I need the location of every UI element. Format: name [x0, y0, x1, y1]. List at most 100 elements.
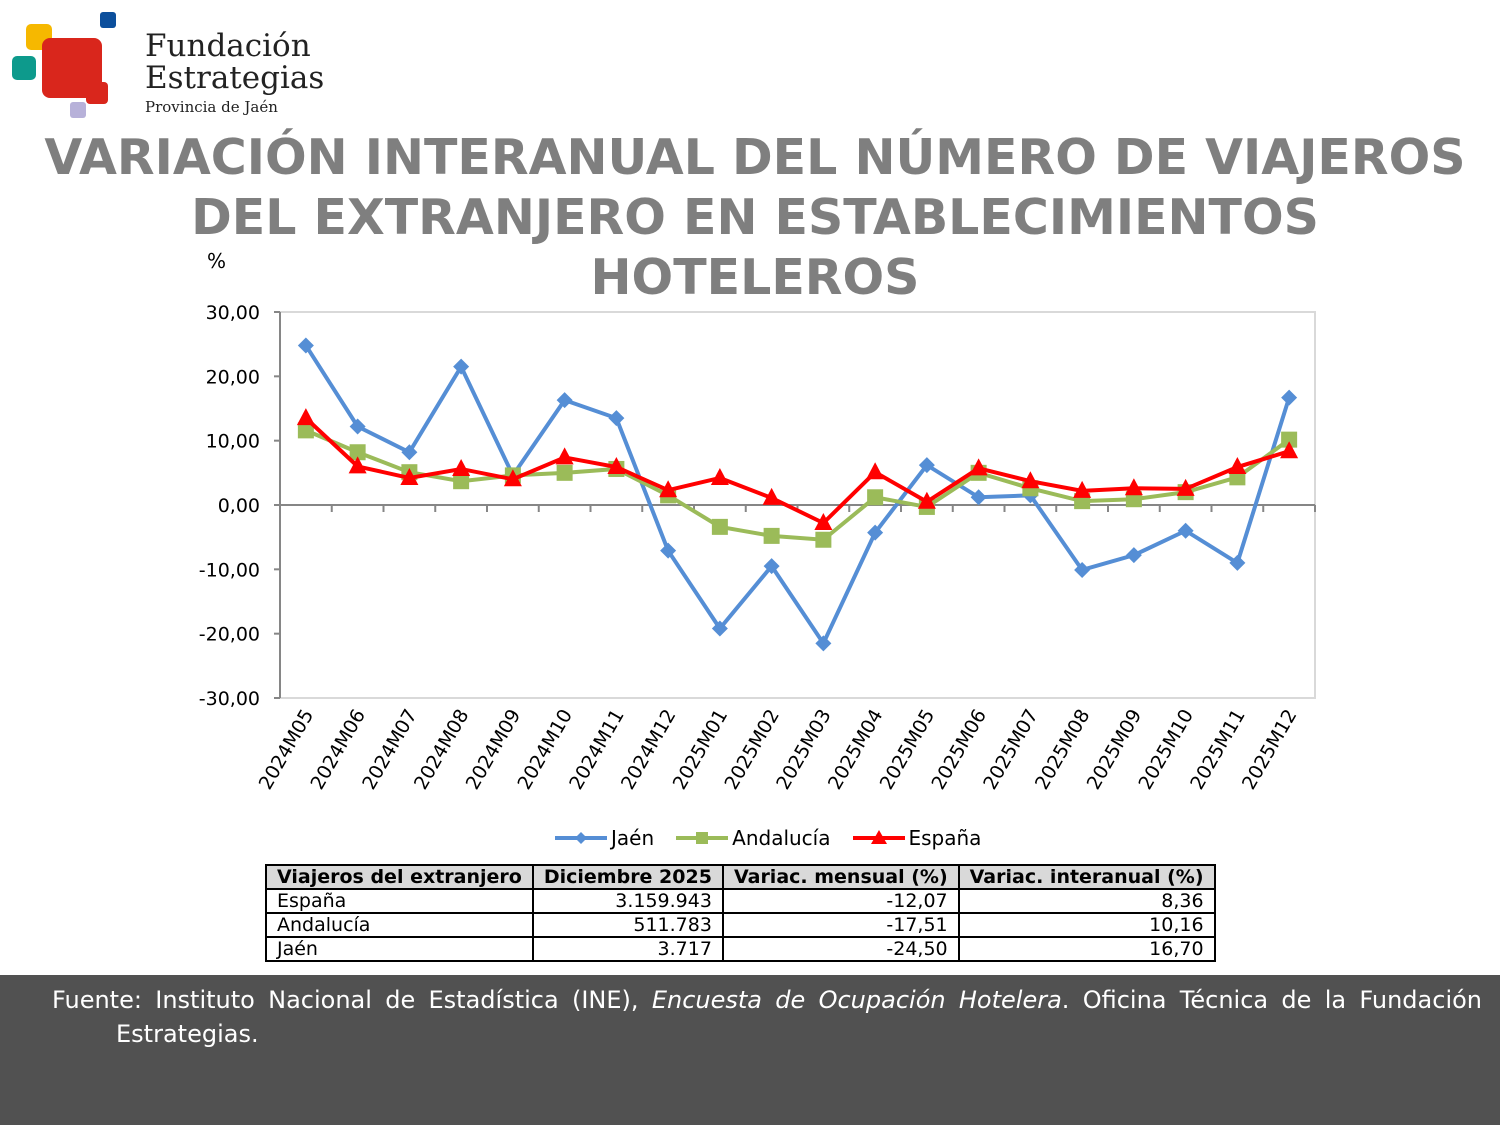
footer-office: . Oficina Técnica de la Fundación [1061, 986, 1483, 1014]
y-tick-label: 30,00 [206, 302, 260, 324]
data-point-espana [1021, 471, 1040, 489]
footer-source: Fuente: Instituto Nacional de Estadístic… [52, 986, 652, 1014]
data-point-espana [452, 458, 471, 476]
data-point-jaen [608, 410, 625, 427]
source-footer: Fuente: Instituto Nacional de Estadístic… [0, 975, 1500, 1125]
footer-survey: Encuesta de Ocupación Hotelera [651, 986, 1062, 1014]
table-cell: 8,36 [957, 888, 1216, 914]
table-cell: 10,16 [957, 912, 1216, 938]
table-header: Viajeros del extranjero [265, 864, 534, 890]
data-point-jaen [815, 635, 832, 652]
data-point-andalucia [763, 527, 780, 544]
table-cell: 16,70 [957, 936, 1216, 962]
table-header-row: Viajeros del extranjero Diciembre 2025 Var… [265, 864, 1216, 890]
y-tick-label: 0,00 [218, 495, 260, 517]
data-point-jaen [970, 489, 987, 506]
data-point-jaen [867, 524, 884, 541]
y-tick-label: 20,00 [206, 366, 260, 388]
legend-swatch [852, 830, 905, 844]
data-point-espana [1228, 457, 1247, 475]
data-point-jaen [1125, 547, 1142, 564]
data-point-espana [710, 467, 729, 485]
data-point-jaen [297, 337, 314, 354]
logo: Fundación Estrategias Provincia de Jaén [10, 10, 324, 120]
table-cell: Andalucía [265, 912, 534, 938]
data-point-andalucia [711, 518, 728, 535]
data-point-andalucia [556, 464, 573, 481]
legend-label: Jaén [611, 826, 655, 850]
table-cell: Jaén [265, 936, 534, 962]
title-line-1: VARIACIÓN INTERANUAL DEL NÚMERO DE VIAJE… [44, 129, 1466, 186]
data-point-espana [503, 469, 522, 487]
data-point-andalucia [815, 531, 832, 548]
data-point-espana [659, 480, 678, 498]
data-point-espana [296, 408, 315, 426]
data-point-jaen [918, 457, 935, 474]
table-row: Jaén 3.717 -24,50 16,70 [265, 936, 1216, 962]
table-header: Variac. interanual (%) [957, 864, 1216, 890]
table-cell: -24,50 [721, 936, 960, 962]
table-row: España 3.159.943 -12,07 8,36 [265, 888, 1216, 914]
title-line-2: DEL EXTRANJERO EN ESTABLECIMIENTOS HOTEL… [191, 189, 1319, 306]
data-table: Viajeros del extranjero Diciembre 2025 Var… [265, 864, 1216, 962]
logo-mark [12, 12, 116, 118]
data-point-andalucia [453, 473, 470, 490]
data-point-jaen [453, 358, 470, 375]
table-row: Andalucía 511.783 -17,51 10,16 [265, 912, 1216, 938]
line-chart: %30,0020,0010,000,00-10,00-20,00-30,0020… [199, 249, 1316, 794]
table-cell: 3.717 [531, 936, 724, 962]
data-point-jaen [401, 444, 418, 461]
data-point-andalucia [297, 422, 314, 439]
y-tick-label: -30,00 [199, 688, 260, 710]
data-point-jaen [349, 418, 366, 435]
data-point-jaen [556, 392, 573, 409]
y-tick-label: 10,00 [206, 431, 260, 453]
data-point-jaen [1177, 522, 1194, 539]
legend-swatch [555, 832, 607, 844]
page-title: VARIACIÓN INTERANUAL DEL NÚMERO DE VIAJE… [40, 128, 1470, 368]
y-tick-label: -20,00 [199, 624, 260, 646]
legend-item-jaen: Jaén [555, 826, 654, 850]
logo-line2: Estrategias [145, 60, 325, 96]
table-cell: 511.783 [531, 912, 724, 938]
data-point-espana [400, 467, 419, 485]
data-point-andalucia [349, 444, 366, 461]
table-cell: -17,51 [721, 912, 960, 938]
table-cell: -12,07 [721, 888, 960, 914]
footer-line2: Estrategias. [116, 1020, 259, 1048]
legend-swatch [676, 832, 729, 844]
data-point-espana [866, 462, 885, 480]
y-axis-label: % [207, 249, 226, 273]
data-point-espana [762, 487, 781, 505]
data-point-espana [969, 458, 988, 476]
chart-legend: Jaén Andalucía España [555, 826, 981, 850]
data-point-espana [917, 491, 936, 509]
data-point-jaen [711, 620, 728, 637]
data-point-espana [1124, 478, 1143, 496]
table-header: Diciembre 2025 [531, 864, 724, 890]
data-point-espana [1280, 441, 1299, 459]
data-point-espana [555, 447, 574, 465]
logo-text: Fundación Estrategias Provincia de Jaén [145, 30, 324, 116]
data-point-jaen [1229, 554, 1246, 571]
series-line-espana [304, 416, 1290, 526]
data-point-jaen [1281, 389, 1298, 406]
data-point-andalucia [1281, 431, 1298, 448]
data-point-andalucia [867, 489, 884, 506]
data-point-jaen [1074, 561, 1091, 578]
data-point-espana [1176, 478, 1195, 496]
logo-line3: Provincia de Jaén [145, 98, 278, 116]
data-point-espana [814, 513, 833, 531]
legend-item-andalucia: Andalucía [676, 826, 831, 850]
series-line-jaen [304, 344, 1292, 648]
series-line-andalucia [305, 428, 1291, 542]
data-point-jaen [763, 558, 780, 575]
data-point-espana [607, 457, 626, 475]
data-point-espana [348, 456, 367, 474]
legend-label: Andalucía [732, 826, 831, 850]
table-cell: 3.159.943 [531, 888, 724, 914]
table-header: Variac. mensual (%) [721, 864, 960, 890]
table-cell: España [265, 888, 534, 914]
legend-item-espana: España [852, 826, 981, 850]
logo-line1: Fundación [145, 28, 311, 64]
